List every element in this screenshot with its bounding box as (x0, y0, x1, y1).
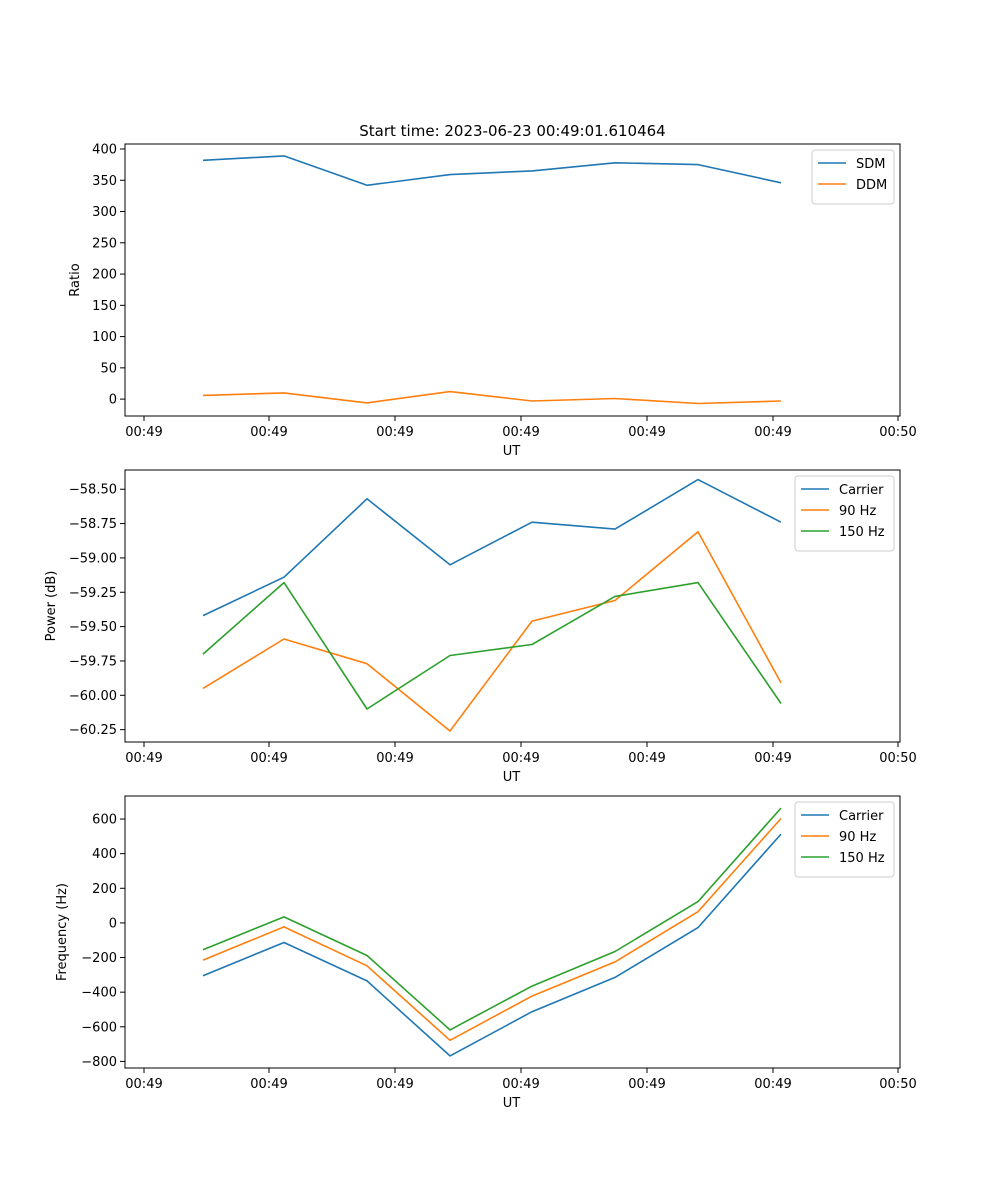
y-tick-label: −59.75 (69, 654, 117, 669)
y-tick-label: 100 (92, 330, 117, 345)
y-axis-label: Frequency (Hz) (55, 883, 70, 981)
y-axis-label: Power (dB) (44, 571, 59, 642)
x-axis-label: UT (503, 444, 521, 459)
y-tick-label: −58.50 (69, 483, 117, 498)
y-tick-label: −600 (81, 1020, 117, 1035)
axes-frame (124, 143, 901, 417)
y-tick-label: −58.75 (69, 517, 117, 532)
y-tick-label: −60.25 (69, 723, 117, 738)
y-tick-label: 200 (92, 882, 117, 897)
y-tick-label: −59.50 (69, 620, 117, 635)
x-tick-label: 00:49 (125, 751, 162, 766)
y-tick-label: 0 (109, 916, 117, 931)
y-tick-label: 400 (92, 143, 117, 158)
x-tick-label: 00:49 (754, 425, 791, 440)
legend-label: SDM (856, 157, 885, 172)
legend: SDM DDM (811, 149, 895, 205)
legend-label: Carrier (839, 483, 884, 498)
x-tick-label: 00:49 (754, 1077, 791, 1092)
y-tick-label: −60.00 (69, 689, 117, 704)
x-tick-label: 00:49 (125, 1077, 162, 1092)
x-tick-label: 00:49 (502, 751, 539, 766)
series-line-carrier (202, 478, 782, 617)
x-tick-label: 00:49 (376, 751, 413, 766)
x-tick-label: 00:49 (628, 425, 665, 440)
x-tick-label: 00:50 (879, 751, 916, 766)
legend-label: 150 Hz (839, 851, 885, 866)
series-line-150-hz (202, 581, 782, 710)
series-line-carrier (202, 833, 782, 1057)
axes-frame (124, 469, 901, 743)
legend-label: DDM (856, 178, 887, 193)
x-tick-label: 00:49 (502, 1077, 539, 1092)
subplot-2: 00:49 00:49 00:49 00:49 00:49 00:49 00:50 −60.2… (44, 469, 917, 785)
x-tick-label: 00:49 (628, 1077, 665, 1092)
legend-frame (794, 475, 895, 552)
legend-label: 150 Hz (839, 525, 885, 540)
y-tick-label: 300 (92, 205, 117, 220)
x-tick-label: 00:49 (250, 425, 287, 440)
legend-frame (794, 801, 895, 878)
legend-label: 90 Hz (839, 830, 876, 845)
x-tick-label: 00:49 (376, 425, 413, 440)
y-tick-label: 250 (92, 236, 117, 251)
axes-frame (124, 795, 901, 1069)
subplot-3: 00:49 00:49 00:49 00:49 00:49 00:49 00:50 −800 −… (55, 795, 917, 1111)
y-tick-label: 200 (92, 268, 117, 283)
y-tick-label: 150 (92, 299, 117, 314)
x-tick-label: 00:49 (754, 751, 791, 766)
x-tick-label: 00:49 (250, 1077, 287, 1092)
x-tick-label: 00:49 (250, 751, 287, 766)
x-tick-label: 00:49 (502, 425, 539, 440)
chart-title: Start time: 2023-06-23 00:49:01.610464 (359, 122, 665, 140)
y-tick-label: −59.00 (69, 551, 117, 566)
y-tick-label: −800 (81, 1055, 117, 1070)
series-line-ddm (202, 390, 782, 405)
subplot-1: Start time: 2023-06-23 00:49:01.61046400… (68, 122, 917, 459)
series-line-150-hz (202, 807, 782, 1031)
x-axis-label: UT (503, 1096, 521, 1111)
x-tick-label: 00:49 (628, 751, 665, 766)
y-tick-label: −400 (81, 986, 117, 1001)
x-tick-label: 00:49 (125, 425, 162, 440)
series-line-90-hz (202, 817, 782, 1042)
series-line-90-hz (202, 530, 782, 732)
legend: Carrier 90 Hz 150 Hz (794, 801, 895, 878)
y-tick-label: −200 (81, 951, 117, 966)
series-line-sdm (202, 155, 782, 187)
y-tick-label: −59.25 (69, 586, 117, 601)
y-tick-label: 600 (92, 813, 117, 828)
y-tick-label: 50 (100, 361, 117, 376)
y-tick-label: 350 (92, 174, 117, 189)
x-tick-label: 00:50 (879, 1077, 916, 1092)
legend: Carrier 90 Hz 150 Hz (794, 475, 895, 552)
y-tick-label: 400 (92, 847, 117, 862)
legend-label: 90 Hz (839, 504, 876, 519)
y-axis-label: Ratio (68, 263, 83, 296)
x-tick-label: 00:50 (879, 425, 916, 440)
legend-label: Carrier (839, 809, 884, 824)
x-tick-label: 00:49 (376, 1077, 413, 1092)
x-axis-label: UT (503, 770, 521, 785)
y-tick-label: 0 (109, 393, 117, 408)
